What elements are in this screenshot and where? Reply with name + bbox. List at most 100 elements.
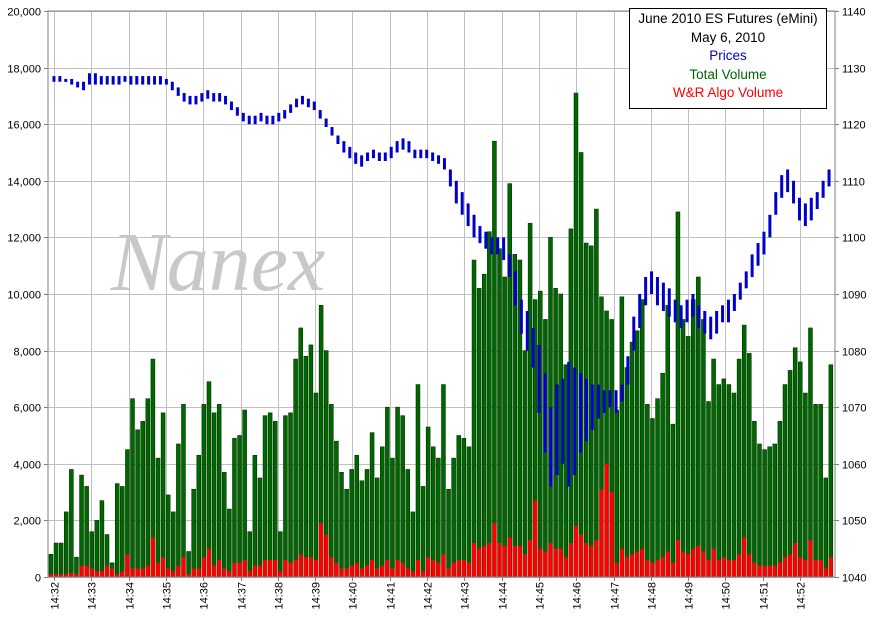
total-volume-bar: [813, 404, 818, 578]
tick-label-right: 1140: [842, 7, 866, 19]
algo-volume-bar: [359, 568, 364, 577]
algo-volume-bar: [482, 545, 487, 577]
total-volume-bar: [160, 412, 166, 578]
total-volume-bar: [293, 358, 298, 578]
algo-volume-bar: [681, 551, 685, 577]
total-volume-bar: [278, 531, 283, 578]
total-volume-bar: [803, 392, 808, 578]
total-volume-bar: [420, 486, 426, 578]
total-volume-bar: [716, 384, 721, 578]
total-volume-bar: [456, 435, 461, 578]
algo-volume-bar: [446, 568, 451, 577]
algo-volume-bar: [242, 560, 247, 577]
tick-label-x: 14:41: [386, 582, 398, 610]
total-volume-bar: [818, 404, 823, 578]
tick-label-x: 14:32: [50, 582, 62, 610]
total-volume-bar: [563, 364, 569, 578]
algo-volume-bar: [798, 557, 803, 577]
algo-volume-bar: [706, 560, 711, 577]
total-volume-bar: [476, 288, 482, 578]
algo-volume-bar: [655, 560, 660, 577]
algo-volume-bar: [635, 551, 640, 577]
total-volume-bar: [145, 398, 151, 578]
left-axis-ticks: 0 2,000 4,000 6,000 8,000 10,000 12,000 14,000 1…: [7, 7, 48, 585]
total-volume-bar: [701, 319, 706, 578]
algo-volume-bar: [54, 574, 58, 577]
algo-volume-bar: [441, 554, 446, 577]
algo-volume-bar: [599, 489, 604, 577]
algo-volume-bar: [625, 557, 629, 577]
total-volume-bar: [670, 423, 676, 578]
algo-volume-bar: [273, 560, 278, 577]
algo-volume-bar: [319, 523, 324, 577]
tick-label-x: 14:43: [460, 582, 472, 610]
algo-volume-bar: [201, 557, 206, 577]
algo-volume-bar: [135, 568, 140, 577]
total-volume-bar: [191, 488, 196, 578]
tick-label-x: 14:51: [759, 582, 771, 610]
tick-label-left: 18,000: [7, 64, 41, 76]
total-volume-bar: [808, 327, 813, 578]
total-volume-bar: [303, 355, 309, 578]
total-volume-bar: [242, 409, 247, 578]
tick-label-left: 14,000: [7, 177, 41, 189]
tick-label-x: 14:46: [572, 582, 584, 610]
algo-volume-bar: [726, 560, 731, 577]
algo-volume-bar: [762, 565, 767, 577]
algo-volume-bar: [777, 562, 782, 577]
total-volume-bar: [645, 404, 650, 578]
algo-volume-bar: [823, 568, 828, 577]
total-volume-bar: [706, 401, 711, 578]
algo-volume-bar: [737, 554, 742, 577]
algo-volume-bar: [303, 557, 308, 577]
tick-label-x: 14:38: [274, 582, 286, 610]
total-volume-bar: [787, 370, 793, 578]
total-volume-bar: [410, 511, 416, 578]
total-volume-bar: [624, 367, 630, 578]
algo-volume-bar: [431, 560, 436, 577]
algo-volume-bar: [487, 543, 492, 577]
total-volume-bar: [120, 486, 125, 578]
total-volume-bar: [767, 446, 772, 578]
algo-volume-bar: [660, 557, 665, 577]
algo-volume-bar: [614, 562, 619, 577]
total-volume-bar: [507, 183, 512, 578]
algo-volume-bar: [691, 548, 696, 577]
total-volume-bar: [272, 421, 278, 578]
algo-volume-bar: [263, 560, 267, 577]
total-volume-bar: [487, 231, 492, 578]
total-volume-bar: [731, 392, 737, 578]
total-volume-bar: [578, 152, 584, 578]
total-volume-bar: [655, 398, 660, 578]
algo-volume-bar: [477, 548, 482, 577]
price-hilo-bars: [52, 73, 831, 487]
algo-volume-bar: [410, 571, 415, 577]
algo-volume-bar: [492, 523, 497, 577]
algo-volume-bar: [456, 560, 461, 577]
total-volume-bar: [94, 520, 100, 578]
total-volume-bar: [690, 299, 696, 578]
total-volume-bar: [385, 406, 390, 578]
total-volume-bar: [481, 273, 487, 578]
total-volume-bar: [349, 469, 354, 578]
total-volume-bar: [252, 455, 258, 578]
algo-volume-bar: [670, 562, 675, 577]
algo-volume-bar: [568, 543, 573, 577]
algo-volume-bar: [507, 537, 512, 577]
algo-volume-bar: [380, 565, 385, 577]
total-volume-bar: [757, 443, 762, 578]
tick-label-x: 14:40: [348, 582, 360, 610]
algo-volume-bar: [69, 572, 74, 577]
total-volume-bar: [497, 248, 502, 578]
total-volume-bar: [308, 344, 314, 578]
total-volume-bar: [405, 469, 411, 578]
algo-volume-bar: [752, 562, 757, 577]
total-volume-bar: [237, 435, 242, 578]
algo-volume-bar: [89, 568, 94, 577]
algo-volume-bar: [767, 565, 772, 577]
tick-label-left: 4,000: [13, 460, 41, 472]
algo-volume-bar: [84, 565, 89, 577]
legend-entry-total-volume: Total Volume: [689, 66, 767, 82]
tick-label-x: 14:48: [647, 582, 659, 610]
